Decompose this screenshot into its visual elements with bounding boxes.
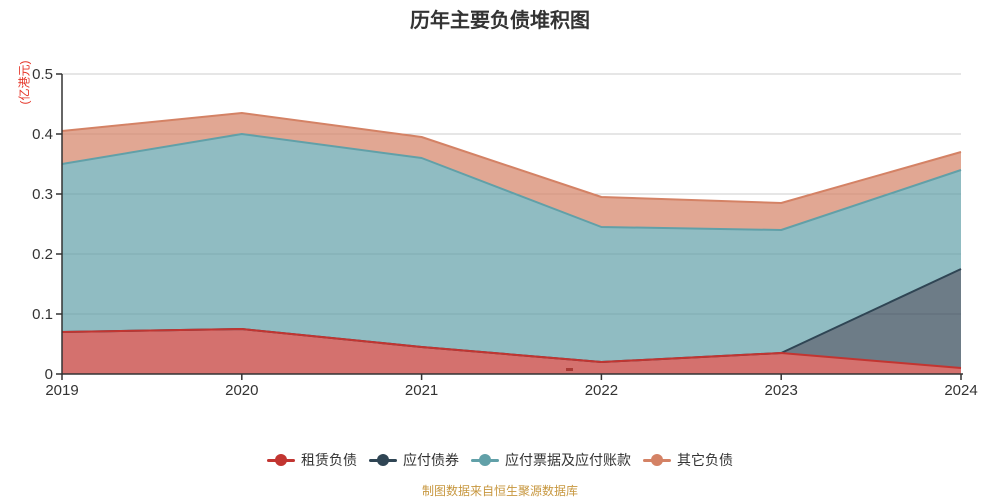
legend-dot-icon (275, 454, 287, 466)
legend: 租赁负债 应付债券 应付票据及应付账款 其它负债 (0, 448, 1000, 472)
y-axis-tick-label: 0 (45, 366, 53, 383)
series-area-1[interactable] (62, 269, 961, 368)
legend-item-label: 租赁负债 (301, 452, 357, 468)
legend-line-dot-icon (643, 454, 671, 466)
y-axis-tick-label: 0.3 (32, 186, 53, 203)
y-axis-tick-label: 0.4 (32, 126, 53, 143)
legend-item-label: 其它负债 (677, 452, 733, 468)
legend-dot-icon (377, 454, 389, 466)
y-axis-tick-label: 0.2 (32, 246, 53, 263)
small-red-artifact-dot (566, 368, 573, 371)
legend-dot-icon (479, 454, 491, 466)
series-line-3 (61, 112, 962, 204)
legend-item-0[interactable]: 租赁负债 (267, 450, 357, 470)
x-axis-tick-label: 2021 (405, 382, 438, 399)
legend-line-dot-icon (369, 454, 397, 466)
legend-dot-icon (651, 454, 663, 466)
x-axis-tick-label: 2019 (45, 382, 78, 399)
series-line-2 (61, 133, 962, 231)
legend-item-label: 应付债券 (403, 452, 459, 468)
page-title: 历年主要负债堆积图 (410, 10, 590, 32)
series-line-0 (61, 328, 962, 369)
legend-line-dot-icon (267, 454, 295, 466)
series-area-0[interactable] (62, 329, 961, 374)
series-area-3[interactable] (62, 113, 961, 230)
legend-item-2[interactable]: 应付票据及应付账款 (471, 450, 631, 470)
series-area-2[interactable] (62, 134, 961, 362)
y-axis-tick-label: 0.5 (32, 66, 53, 83)
y-axis-tick-label: 0.1 (32, 306, 53, 323)
x-axis-tick-label: 2022 (585, 382, 618, 399)
legend-item-label: 应付票据及应付账款 (505, 452, 631, 468)
legend-item-1[interactable]: 应付债券 (369, 450, 459, 470)
legend-item-3[interactable]: 其它负债 (643, 450, 733, 470)
legend-line-dot-icon (471, 454, 499, 466)
data-source-note: 制图数据来自恒生聚源数据库 (421, 484, 578, 498)
x-axis-tick-label: 2024 (944, 382, 977, 399)
x-axis-tick-label: 2023 (765, 382, 798, 399)
x-axis-tick-label: 2020 (225, 382, 258, 399)
